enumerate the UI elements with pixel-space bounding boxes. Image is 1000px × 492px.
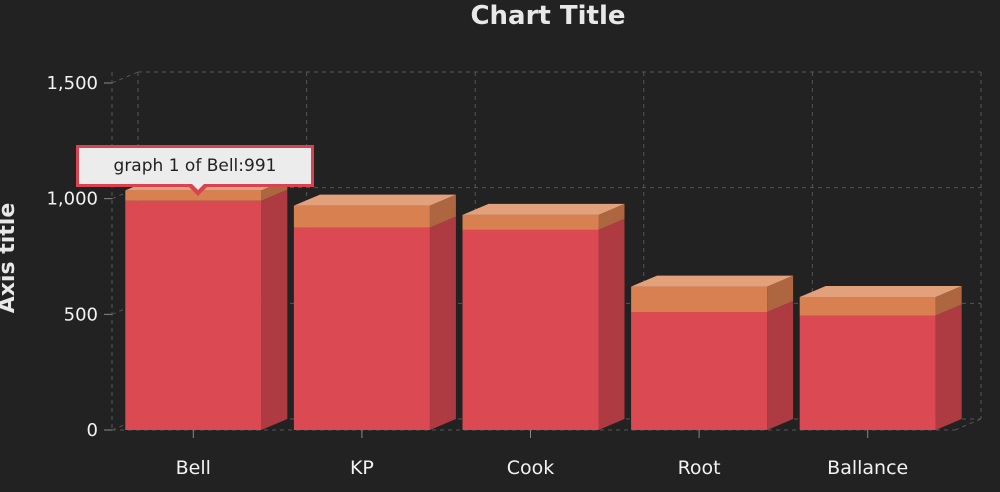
y-tick-label: 1,000 — [46, 189, 98, 210]
bar-segment — [631, 286, 768, 313]
bar-segment — [125, 200, 262, 430]
y-tick-label: 0 — [87, 420, 98, 441]
y-tick-label: 500 — [64, 304, 98, 325]
x-tick-label: KP — [350, 457, 374, 479]
bar-side — [429, 194, 456, 228]
bar-segment — [293, 205, 430, 228]
bar-segment — [799, 315, 936, 430]
y-tick-label: 1,500 — [46, 73, 98, 94]
bar-group-ballance — [799, 285, 962, 430]
bar-top — [631, 275, 794, 287]
bar-segment — [462, 214, 599, 230]
x-tick-label: Cook — [507, 457, 555, 479]
bar-group-kp — [293, 194, 456, 430]
grid-line-depth — [111, 71, 139, 84]
x-tick-label: Bell — [176, 457, 211, 479]
x-tick-label: Ballance — [827, 457, 908, 479]
bar-top — [799, 285, 962, 297]
tooltip-pointer — [187, 182, 209, 196]
bar-group-bell — [125, 179, 288, 430]
x-axis-depth — [954, 418, 982, 431]
bar-segment — [799, 296, 936, 316]
bar-side — [598, 203, 625, 230]
bar-side — [767, 301, 794, 430]
bar-side — [935, 304, 962, 430]
bar-side — [429, 216, 456, 430]
bar-top — [293, 194, 456, 206]
bars — [125, 179, 962, 430]
tooltip-text: graph 1 of Bell:991 — [113, 156, 277, 176]
bar-segment — [462, 229, 599, 430]
bar-group-cook — [462, 203, 625, 430]
x-tick-label: Root — [678, 457, 721, 479]
bar-segment — [631, 312, 768, 430]
chart-title: Chart Title — [470, 1, 625, 31]
bar-side — [261, 189, 288, 430]
bar-side — [767, 275, 794, 313]
bar-group-root — [631, 275, 794, 430]
tooltip: graph 1 of Bell:991 — [76, 145, 314, 187]
axis-labels: 0 500 1,000 1,500 Bell KP Cook Root Ballance — [46, 73, 908, 479]
bar-side — [598, 218, 625, 430]
y-axis-title: Axis title — [0, 203, 20, 314]
bar-top — [462, 203, 625, 215]
bar-side — [935, 285, 962, 316]
bar-segment — [293, 227, 430, 430]
